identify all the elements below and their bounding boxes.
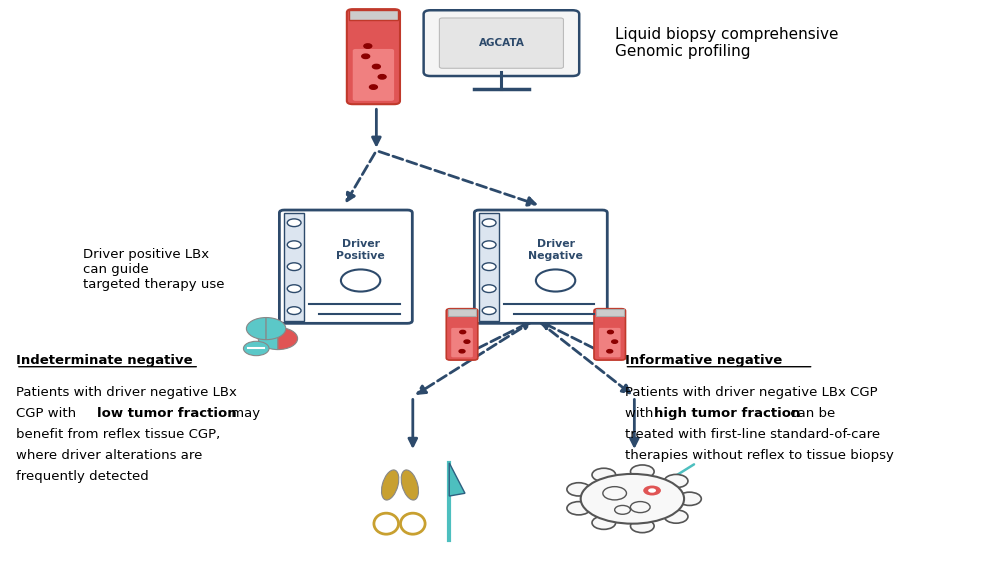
Text: Indeterminate negative: Indeterminate negative (16, 354, 193, 367)
Wedge shape (246, 318, 266, 339)
Circle shape (631, 519, 654, 532)
Circle shape (287, 285, 301, 292)
FancyBboxPatch shape (279, 210, 412, 323)
Text: Patients with driver negative LBx CGP: Patients with driver negative LBx CGP (625, 385, 877, 398)
FancyBboxPatch shape (475, 210, 608, 323)
Text: AGCATA: AGCATA (479, 38, 524, 48)
Circle shape (287, 219, 301, 227)
Circle shape (592, 516, 616, 530)
Circle shape (631, 465, 654, 478)
FancyBboxPatch shape (353, 49, 394, 101)
Circle shape (643, 485, 661, 495)
Circle shape (608, 330, 614, 334)
Bar (349, 10, 398, 20)
Text: treated with first-line standard-of-care: treated with first-line standard-of-care (625, 427, 880, 440)
Circle shape (378, 75, 386, 79)
FancyBboxPatch shape (347, 9, 400, 104)
Text: therapies without reflex to tissue biopsy: therapies without reflex to tissue biops… (625, 448, 894, 462)
Circle shape (287, 241, 301, 249)
Circle shape (483, 285, 496, 292)
Text: Driver
Negative: Driver Negative (528, 240, 583, 261)
Text: Liquid biopsy comprehensive
Genomic profiling: Liquid biopsy comprehensive Genomic prof… (615, 27, 838, 59)
Polygon shape (449, 463, 465, 496)
Circle shape (464, 340, 470, 343)
Ellipse shape (381, 470, 399, 500)
FancyBboxPatch shape (594, 309, 626, 360)
Text: may: may (226, 407, 260, 420)
Circle shape (341, 269, 380, 292)
Circle shape (483, 307, 496, 315)
Circle shape (607, 350, 613, 353)
Circle shape (243, 341, 269, 356)
Ellipse shape (401, 470, 418, 500)
Bar (480, 213, 498, 320)
Circle shape (460, 330, 466, 334)
Bar (596, 309, 624, 316)
Ellipse shape (581, 474, 684, 523)
Bar (284, 213, 304, 320)
Text: Informative negative: Informative negative (625, 354, 781, 367)
Text: low tumor fraction: low tumor fraction (96, 407, 236, 420)
Circle shape (664, 475, 688, 488)
Text: benefit from reflex tissue CGP,: benefit from reflex tissue CGP, (16, 427, 220, 440)
Text: Patients with driver negative LBx: Patients with driver negative LBx (16, 385, 237, 398)
Circle shape (287, 307, 301, 315)
Circle shape (363, 44, 371, 48)
Circle shape (483, 263, 496, 270)
Circle shape (612, 340, 618, 343)
Circle shape (483, 219, 496, 227)
Circle shape (592, 468, 616, 481)
FancyBboxPatch shape (424, 10, 579, 76)
Circle shape (372, 65, 380, 69)
Text: Driver positive LBx
can guide
targeted therapy use: Driver positive LBx can guide targeted t… (83, 248, 224, 291)
FancyBboxPatch shape (439, 18, 563, 68)
FancyBboxPatch shape (599, 328, 621, 357)
Text: can be: can be (786, 407, 835, 420)
Circle shape (536, 269, 575, 292)
Circle shape (567, 502, 591, 515)
FancyBboxPatch shape (451, 328, 473, 357)
Text: where driver alterations are: where driver alterations are (16, 448, 203, 462)
Text: with: with (625, 407, 657, 420)
Text: CGP with: CGP with (16, 407, 80, 420)
Circle shape (664, 510, 688, 523)
Circle shape (567, 482, 591, 496)
Bar (448, 309, 476, 316)
Wedge shape (266, 318, 286, 339)
Circle shape (287, 263, 301, 270)
Circle shape (459, 350, 465, 353)
Wedge shape (278, 328, 298, 350)
Wedge shape (258, 328, 278, 350)
Circle shape (361, 54, 369, 58)
Text: high tumor fraction: high tumor fraction (654, 407, 800, 420)
Text: Driver
Positive: Driver Positive (337, 240, 385, 261)
Circle shape (369, 85, 377, 89)
Text: frequently detected: frequently detected (16, 470, 149, 482)
Circle shape (677, 492, 701, 505)
FancyBboxPatch shape (446, 309, 478, 360)
Circle shape (483, 241, 496, 249)
Circle shape (648, 488, 656, 493)
